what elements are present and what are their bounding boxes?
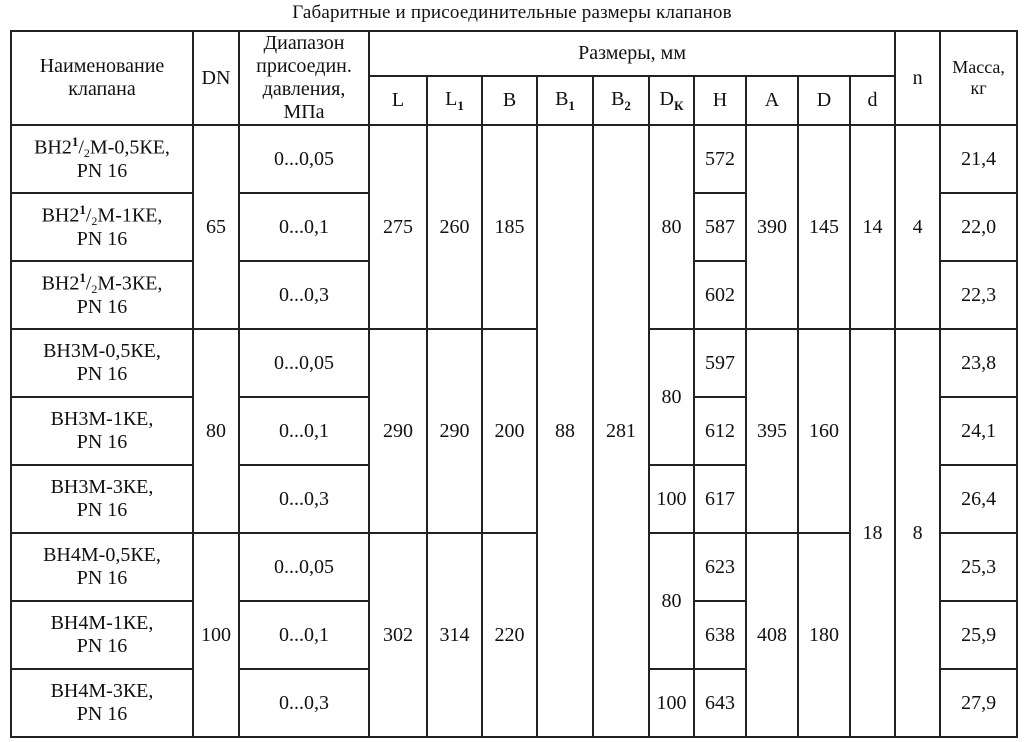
D-value: 180: [797, 532, 851, 738]
table-row: ВН4М-0,5КЕ, PN 16 100 0...0,05 302 314 22…: [10, 532, 1019, 738]
valve-name: ВН21/2М-1КЕ, PN 16: [10, 192, 194, 262]
mass-value: 24,1: [939, 396, 1019, 466]
header-B2: B2: [592, 75, 650, 126]
L1-value: 260: [426, 124, 483, 330]
n-value: 4: [894, 124, 942, 330]
B-value: 220: [481, 532, 538, 738]
L-value: 275: [368, 124, 428, 330]
header-pressure: Диапазон присоедин. давления, МПа: [238, 30, 370, 126]
B1-value: 88: [536, 124, 594, 738]
A-value: 408: [745, 532, 799, 738]
D-value: 160: [797, 328, 851, 534]
valve-name: ВН3М-0,5КЕ, PN 16: [10, 328, 194, 398]
mass-value: 25,9: [939, 600, 1019, 670]
L-value: 302: [368, 532, 428, 738]
table-row: ВН3М-1КЕ, PN 16 0...0,1 612 24,1: [10, 396, 1019, 466]
header-A: A: [745, 75, 799, 126]
B-value: 185: [481, 124, 538, 330]
header-mass: Масса, кг: [939, 30, 1019, 126]
valve-name: ВН4М-3КЕ, PN 16: [10, 668, 194, 738]
mass-value: 26,4: [939, 464, 1019, 534]
table-row: ВН3М-3КЕ, PN 16 0...0,3 100 617 26,4: [10, 464, 1019, 534]
table-title: Габаритные и присоединительные размеры к…: [292, 2, 732, 23]
mass-value: 21,4: [939, 124, 1019, 194]
header-D: D: [797, 75, 851, 126]
table-row: ВН4М-1КЕ, PN 16 0...0,1 638 25,9: [10, 600, 1019, 670]
mass-value: 23,8: [939, 328, 1019, 398]
mass-value: 22,0: [939, 192, 1019, 262]
Dk-value: 100: [648, 464, 695, 534]
header-sizes-group: Размеры, мм: [367, 29, 897, 78]
dn-value: 80: [192, 328, 240, 534]
header-L: L: [368, 75, 428, 126]
n-value: 8: [894, 328, 942, 738]
D-value: 145: [797, 124, 851, 330]
valve-dimensions-table: Наименование клапана DN Диапазон присоед…: [10, 29, 1019, 738]
pressure-value: 0...0,1: [238, 192, 370, 262]
pressure-value: 0...0,3: [238, 260, 370, 330]
table-row: ВН21/2М-3КЕ, PN 16 0...0,3 602 22,3: [10, 260, 1019, 330]
B-value: 200: [481, 328, 538, 534]
H-value: 643: [693, 668, 747, 738]
header-Dk: DК: [648, 75, 695, 126]
header-L1: L1: [426, 75, 483, 126]
pressure-value: 0...0,1: [238, 396, 370, 466]
header-H: H: [693, 75, 747, 126]
H-value: 638: [693, 600, 747, 670]
table-row: ВН4М-3КЕ, PN 16 0...0,3 100 643 27,9: [10, 668, 1019, 738]
header-name: Наименование клапана: [10, 30, 194, 126]
H-value: 612: [693, 396, 747, 466]
L1-value: 290: [426, 328, 483, 534]
header-B: B: [481, 75, 538, 126]
mass-value: 22,3: [939, 260, 1019, 330]
pressure-value: 0...0,1: [238, 600, 370, 670]
valve-name: ВН3М-1КЕ, PN 16: [10, 396, 194, 466]
header-B1: B1: [536, 75, 594, 126]
Dk-value: 80: [648, 124, 695, 330]
Dk-value: 80: [648, 532, 695, 670]
table-row: ВН3М-0,5КЕ, PN 16 80 0...0,05 290 290 200…: [10, 328, 1019, 738]
Dk-value: 100: [648, 668, 695, 738]
table-row: ВН21/2М-1КЕ, PN 16 0...0,1 587 22,0: [10, 192, 1019, 262]
valve-name: ВН4М-0,5КЕ, PN 16: [10, 532, 194, 602]
header-n: n: [894, 30, 942, 126]
header-row-2: L L1 B B1 B2 DК H A D d: [11, 75, 1017, 126]
pressure-value: 0...0,05: [238, 124, 370, 194]
H-value: 597: [693, 328, 747, 398]
A-value: 390: [745, 124, 799, 330]
mass-value: 27,9: [939, 668, 1019, 738]
valve-name: ВН4М-1КЕ, PN 16: [10, 600, 194, 670]
header-dn: DN: [192, 30, 240, 126]
H-value: 572: [693, 124, 747, 194]
B2-value: 281: [592, 124, 650, 738]
pressure-value: 0...0,3: [238, 668, 370, 738]
H-value: 623: [693, 532, 747, 602]
dn-value: 100: [192, 532, 240, 738]
H-value: 587: [693, 192, 747, 262]
header-row-1: Наименование клапана DN Диапазон присоед…: [10, 29, 1019, 126]
L-value: 290: [368, 328, 428, 534]
Dk-value: 80: [648, 328, 695, 466]
valve-name: ВН21/2М-3КЕ, PN 16: [10, 260, 194, 330]
mass-value: 25,3: [939, 532, 1019, 602]
valve-name: ВН21/2М-0,5КЕ, PN 16: [10, 124, 194, 194]
dn-value: 65: [192, 124, 240, 330]
valve-name: ВН3М-3КЕ, PN 16: [10, 464, 194, 534]
A-value: 395: [745, 328, 799, 534]
table-row: ВН21/2М-0,5КЕ, PN 16 65 0...0,05 275 260…: [10, 124, 1019, 738]
d-value: 14: [848, 124, 897, 330]
H-value: 617: [693, 464, 747, 534]
pressure-value: 0...0,05: [238, 328, 370, 398]
d-value: 18: [848, 328, 897, 738]
pressure-value: 0...0,3: [238, 464, 370, 534]
header-d: d: [848, 75, 897, 126]
L1-value: 314: [426, 532, 483, 738]
H-value: 602: [693, 260, 747, 330]
pressure-value: 0...0,05: [238, 532, 370, 602]
